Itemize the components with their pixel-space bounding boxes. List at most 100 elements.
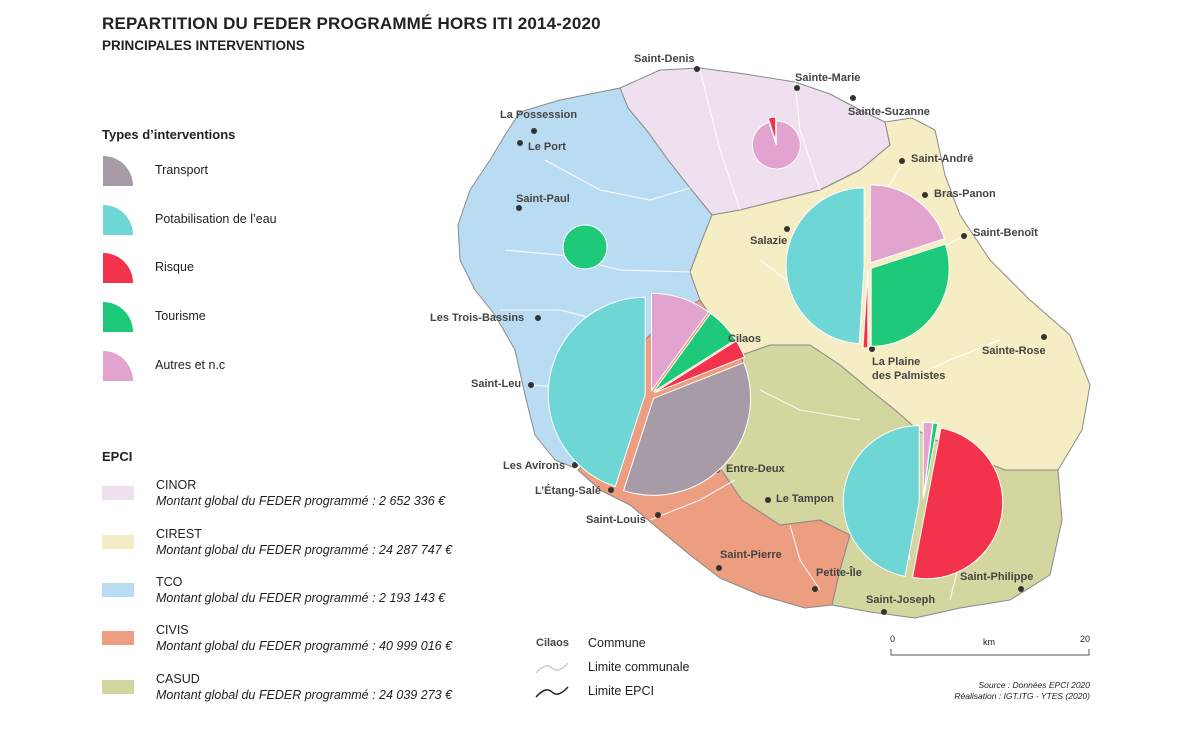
pie-slice-potabilisation-de-l-eau <box>842 425 920 577</box>
city-dot-le-tampon <box>765 497 771 503</box>
city-label: Le Port <box>528 141 566 153</box>
city-label: Entre-Deux <box>726 463 786 475</box>
amount-prefix: Montant global du FEDER programmé : <box>156 494 380 508</box>
city-dot-sainte-rose <box>1041 334 1047 340</box>
city-label: Bras-Panon <box>934 188 996 200</box>
city-dot-bras-panon <box>922 192 928 198</box>
city-dot-saint-benoit <box>961 233 967 239</box>
legend-item-risque: Risque <box>102 252 422 284</box>
city-label: Saint-Denis <box>634 53 695 65</box>
color-swatch <box>102 680 134 694</box>
region-cinor <box>619 67 891 216</box>
epci-regions <box>457 67 1091 619</box>
city-dot-saint-paul <box>516 205 522 211</box>
city-label: des Palmistes <box>872 370 945 382</box>
city-dot-saint-andre <box>899 158 905 164</box>
city-label: Saint-Benoît <box>973 227 1038 239</box>
city-label: Cilaos <box>728 333 761 345</box>
amount-value: 2 193 143 € <box>379 591 446 605</box>
scale-unit: km <box>983 637 995 647</box>
city-label: Saint-Joseph <box>866 594 935 606</box>
epci-name: TCO <box>156 575 183 589</box>
pie-slice-tourisme <box>923 422 939 499</box>
pie-slice-autres-et-n-c <box>922 421 934 499</box>
limite-epci-label: Limite EPCI <box>588 684 654 698</box>
city-label: Saint-Philippe <box>960 571 1033 583</box>
amount-value: 40 999 016 € <box>379 639 453 653</box>
epci-legend-heading: EPCI <box>102 449 133 464</box>
scale-bar: 0 km 20 <box>890 634 1090 664</box>
amount-value: 24 039 273 € <box>379 688 453 702</box>
pie-slice-autres-et-n-c <box>751 120 801 170</box>
city-dot-saint-louis <box>655 512 661 518</box>
pie-cirest <box>785 184 950 349</box>
epci-amount: Montant global du FEDER programmé : 40 9… <box>156 639 452 653</box>
city-labels: Saint-Denis Sainte-Marie Sainte-Suzanne … <box>430 53 1046 606</box>
types-legend-heading: Types d’interventions <box>102 127 236 142</box>
epci-name: CINOR <box>156 478 197 492</box>
epci-amount: Montant global du FEDER programmé : 24 2… <box>156 543 452 557</box>
epci-name: CIVIS <box>156 623 189 637</box>
city-dot-petite-ile <box>812 586 818 592</box>
amount-prefix: Montant global du FEDER programmé : <box>156 688 380 702</box>
pie-tco <box>562 224 608 270</box>
city-label: Sainte-Marie <box>795 72 860 84</box>
region-tco <box>457 87 713 469</box>
city-dot-la-plaine <box>869 346 875 352</box>
epci-item-civis: CIVIS Montant global du FEDER programmé … <box>102 623 522 659</box>
city-dot-saint-pierre <box>716 565 722 571</box>
city-dot-saint-denis <box>694 66 700 72</box>
color-swatch <box>102 583 134 597</box>
city-dot-saint-joseph <box>881 609 887 615</box>
legend-item-tourisme: Tourisme <box>102 301 422 333</box>
quarter-pie-icon <box>103 253 133 283</box>
amount-prefix: Montant global du FEDER programmé : <box>156 639 380 653</box>
city-label: La Plaine <box>872 356 920 368</box>
limites-communales <box>500 69 1001 601</box>
city-label: Les Trois-Bassins <box>430 312 524 324</box>
amount-value: 24 287 747 € <box>379 543 453 557</box>
city-label: Saint-Louis <box>586 514 646 526</box>
quarter-pie-icon <box>103 351 133 381</box>
limite-communale-icon <box>535 662 569 674</box>
scale-line <box>890 649 1090 656</box>
city-label: Sainte-Suzanne <box>848 106 930 118</box>
pie-slice-risque <box>862 269 869 349</box>
legend-label: Risque <box>155 260 194 274</box>
amount-value: 2 652 336 € <box>379 494 446 508</box>
city-dot-les-trois-bassins <box>535 315 541 321</box>
epci-item-tco: TCO Montant global du FEDER programmé : … <box>102 575 522 611</box>
amount-prefix: Montant global du FEDER programmé : <box>156 543 380 557</box>
region-casud <box>717 344 1063 619</box>
epci-amount: Montant global du FEDER programmé : 24 0… <box>156 688 452 702</box>
pie-cinor <box>751 116 801 170</box>
limite-epci-icon <box>535 686 569 698</box>
city-label: L’Étang-Salé <box>535 484 601 497</box>
city-dot-saint-philippe <box>1018 586 1024 592</box>
legend-label: Transport <box>155 163 209 177</box>
city-dot-saint-leu <box>528 382 534 388</box>
region-civis <box>577 299 851 609</box>
quarter-pie-icon <box>103 156 133 186</box>
epci-name: CASUD <box>156 672 200 686</box>
city-dot-le-port <box>517 140 523 146</box>
city-dot-salazie <box>784 226 790 232</box>
legend-label: Potabilisation de l’eau <box>155 212 277 226</box>
amount-prefix: Montant global du FEDER programmé : <box>156 591 380 605</box>
color-swatch <box>102 486 134 500</box>
commune-legend-label: Commune <box>588 636 646 650</box>
quarter-pie-icon <box>103 205 133 235</box>
epci-item-cinor: CINOR Montant global du FEDER programmé … <box>102 478 522 514</box>
map-subtitle: PRINCIPALES INTERVENTIONS <box>102 38 305 53</box>
legend-item-autres: Autres et n.c <box>102 350 422 382</box>
pie-slice-potabilisation-de-l-eau <box>547 296 646 488</box>
city-label: Le Tampon <box>776 493 834 505</box>
city-label: Saint-André <box>911 153 973 165</box>
city-points <box>516 66 1047 615</box>
city-label: Petite-Île <box>816 566 862 579</box>
pie-slice-transport <box>622 361 751 496</box>
legend-label: Autres et n.c <box>155 358 226 372</box>
city-label: Salazie <box>750 235 787 247</box>
city-dot-sainte-suzanne <box>850 95 856 101</box>
pie-civis <box>547 292 751 496</box>
